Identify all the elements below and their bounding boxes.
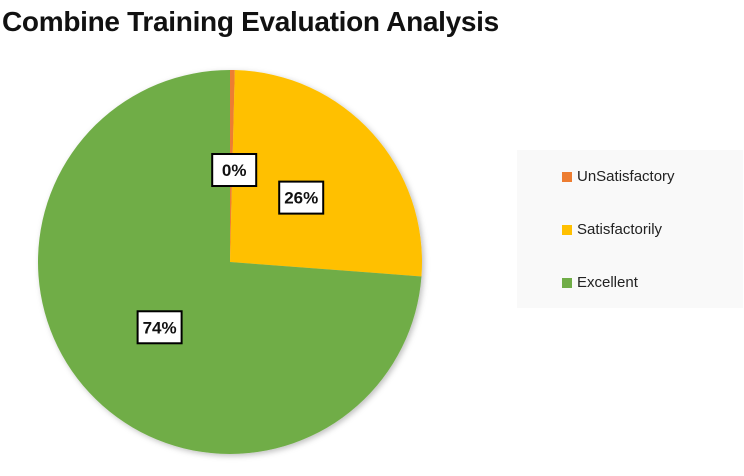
pie-slice-satisfactorily <box>230 70 422 277</box>
legend: UnSatisfactory Satisfactorily Excellent <box>517 150 743 308</box>
legend-item-unsatisfactory: UnSatisfactory <box>562 168 675 185</box>
legend-swatch <box>562 224 572 235</box>
legend-item-excellent: Excellent <box>562 274 638 291</box>
legend-label: Excellent <box>577 274 638 291</box>
data-label-box <box>211 153 258 188</box>
data-label: 26% <box>284 189 318 208</box>
data-label: 74% <box>143 318 177 337</box>
chart-title: Combine Training Evaluation Analysis <box>2 6 499 37</box>
data-label-box <box>278 180 325 215</box>
pie-slice-excellent <box>37 70 422 454</box>
data-label: 0% <box>222 161 247 180</box>
legend-label: Satisfactorily <box>577 221 663 238</box>
legend-label: UnSatisfactory <box>577 168 675 185</box>
legend-swatch <box>562 171 572 182</box>
data-label-box <box>136 310 183 345</box>
legend-item-satisfactorily: Satisfactorily <box>562 221 662 238</box>
legend-swatch <box>562 277 572 288</box>
